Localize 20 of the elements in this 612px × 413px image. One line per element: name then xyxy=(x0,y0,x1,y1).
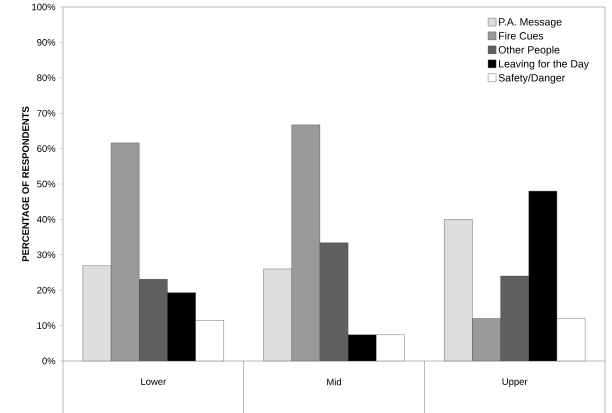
x-tick-label: Upper xyxy=(502,378,528,387)
legend-label: Fire Cues xyxy=(499,32,544,40)
x-tick-label: Mid xyxy=(327,378,342,386)
y-tick-label: 0% xyxy=(42,358,56,364)
y-tick-label: 100% xyxy=(32,4,56,10)
y-tick-label: 60% xyxy=(37,145,56,152)
legend-label: Safety/Danger xyxy=(498,74,565,84)
x-tick-label: Lower xyxy=(141,378,166,385)
y-tick-label: 50% xyxy=(37,180,56,188)
y-tick-label: 30% xyxy=(37,251,56,258)
y-tick-label: 70% xyxy=(37,110,56,117)
y-tick-label: 40% xyxy=(36,216,56,223)
y-tick-label: 80% xyxy=(37,74,56,82)
legend-label: Other People xyxy=(498,46,560,56)
y-axis-title: PERCENTAGE OF RESPONDENTS xyxy=(22,106,29,262)
y-tick-label: 20% xyxy=(37,286,56,294)
y-tick-label: 10% xyxy=(37,322,56,329)
legend-label: Leaving for the Day xyxy=(499,60,589,70)
legend-label: P.A. Message xyxy=(499,18,562,28)
y-tick-label: 90% xyxy=(37,39,56,46)
